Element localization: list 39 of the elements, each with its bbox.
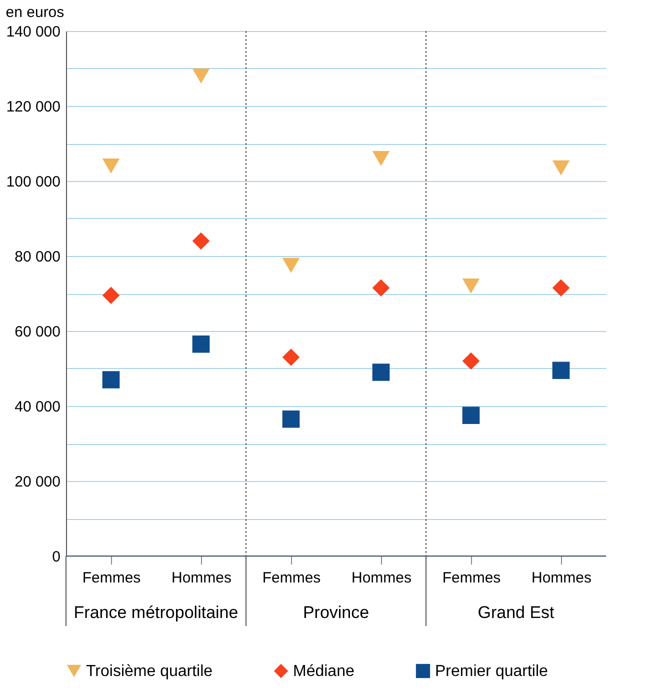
- point: [552, 160, 570, 176]
- legend-label: Médiane: [293, 663, 354, 680]
- x-tick-label: Femmes: [442, 570, 501, 586]
- text: Province: [302, 603, 370, 622]
- point: [102, 286, 120, 304]
- point: [282, 410, 300, 428]
- y-tick-label: 20 000: [14, 474, 60, 490]
- x-tick-label: Femmes: [262, 570, 321, 586]
- text: Grand Est: [478, 603, 555, 622]
- y-tick-label: 100 000: [6, 174, 60, 190]
- point: [372, 279, 390, 297]
- point: [552, 362, 570, 380]
- x-tick-label: Hommes: [171, 570, 232, 586]
- legend-label: Troisième quartile: [86, 663, 213, 680]
- point: [282, 348, 300, 366]
- x-tick-label: Femmes: [82, 570, 141, 586]
- legend-label: Premier quartile: [435, 663, 548, 680]
- point: [282, 258, 300, 273]
- y-axis-title: en euros: [6, 4, 64, 21]
- point: [462, 406, 480, 424]
- text: France métropolitaine: [74, 603, 238, 622]
- y-tick-label: 60 000: [14, 324, 60, 340]
- y-tick-label: 140 000: [6, 24, 60, 40]
- y-tick-label: 80 000: [14, 248, 60, 266]
- point: [462, 278, 480, 294]
- point: [192, 335, 210, 353]
- point: [462, 352, 480, 370]
- point: [372, 151, 390, 166]
- point: [192, 232, 210, 250]
- y-tick-label: 120 000: [6, 98, 60, 116]
- x-tick-label: Hommes: [351, 570, 412, 586]
- x-tick-label: Hommes: [531, 570, 592, 586]
- point: [372, 364, 390, 381]
- point: [102, 371, 120, 388]
- point: [192, 68, 210, 84]
- y-tick-label: 0: [52, 548, 60, 566]
- point: [552, 279, 570, 297]
- y-tick-label: 40 000: [14, 398, 60, 416]
- point: [102, 158, 120, 174]
